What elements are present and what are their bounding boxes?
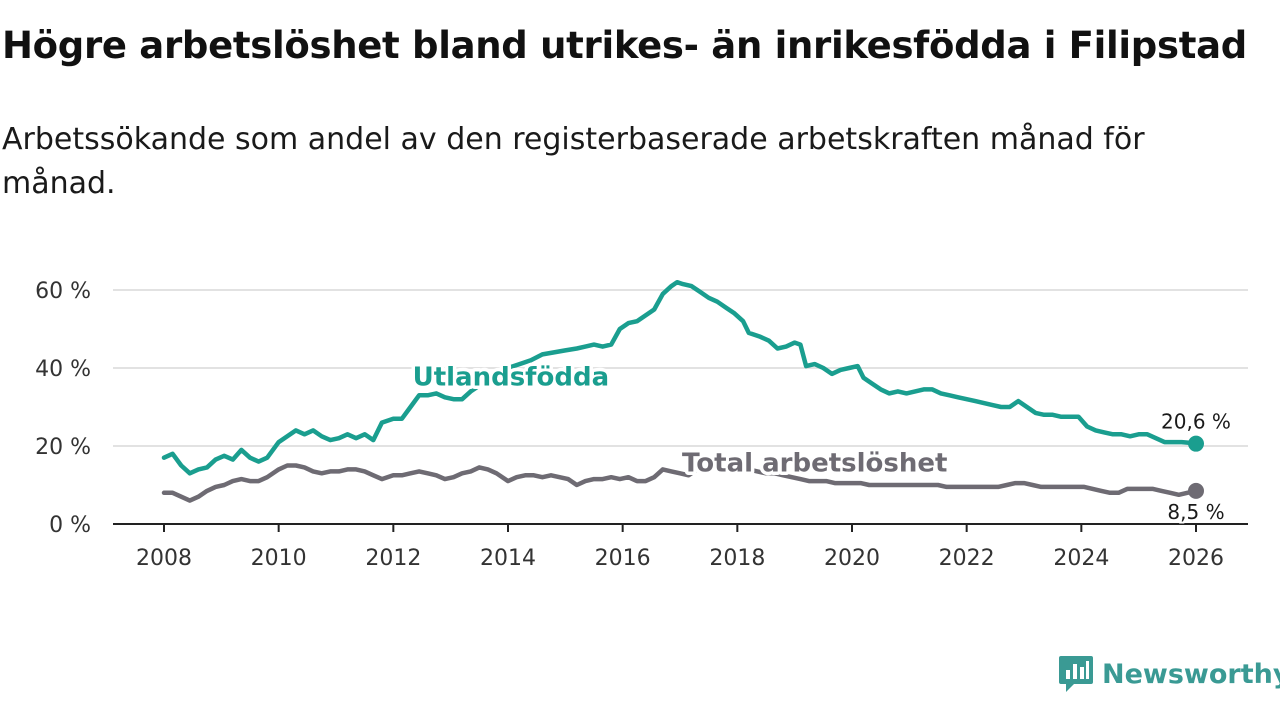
chart-title: Högre arbetslöshet bland utrikes- än inr… <box>2 24 1247 67</box>
series-line-1 <box>161 459 1199 503</box>
series-end-marker-0 <box>1188 435 1204 452</box>
series-end-marker-1 <box>1188 482 1204 499</box>
x-tick-label: 2024 <box>1053 546 1109 571</box>
x-tick-label: 2008 <box>136 546 192 571</box>
y-tick-label: 0 % <box>49 513 91 538</box>
series-line-0 <box>161 279 1199 476</box>
gridlines <box>113 289 1248 525</box>
series-lines <box>161 279 1204 503</box>
y-axis-ticks: 0 % 20 % 40 % 60 % <box>35 279 91 538</box>
x-tick-label: 2010 <box>251 546 307 571</box>
x-axis-ticks: 2008 2010 2012 2014 2016 2018 2020 2022 2024 2026 <box>136 524 1224 571</box>
brand-name: Newsworthy <box>1102 658 1280 690</box>
x-tick-label: 2020 <box>824 546 880 571</box>
x-tick-label: 2018 <box>709 546 765 571</box>
newsworthy-chart-icon <box>1059 656 1093 692</box>
series-end-label-0: 20,6 % <box>1161 410 1231 434</box>
series-name-label-1: Total arbetslöshet <box>682 448 947 478</box>
newsworthy-logo: Newsworthy <box>1058 654 1280 694</box>
x-tick-label: 2016 <box>595 546 651 571</box>
x-tick-label: 2026 <box>1168 546 1224 571</box>
y-tick-label: 40 % <box>35 357 91 382</box>
y-tick-label: 20 % <box>35 435 91 460</box>
x-tick-label: 2012 <box>365 546 421 571</box>
y-tick-label: 60 % <box>35 279 91 304</box>
x-tick-label: 2022 <box>939 546 995 571</box>
series-labels: 20,6 % 8,5 % Utlandsfödda Total arbetslöshe… <box>409 359 1233 526</box>
series-end-label-1: 8,5 % <box>1167 500 1224 524</box>
series-name-label-0: Utlandsfödda <box>413 363 610 393</box>
x-tick-label: 2014 <box>480 546 536 571</box>
chart-subtitle: Arbetssökande som andel av den registerb… <box>2 122 1145 201</box>
